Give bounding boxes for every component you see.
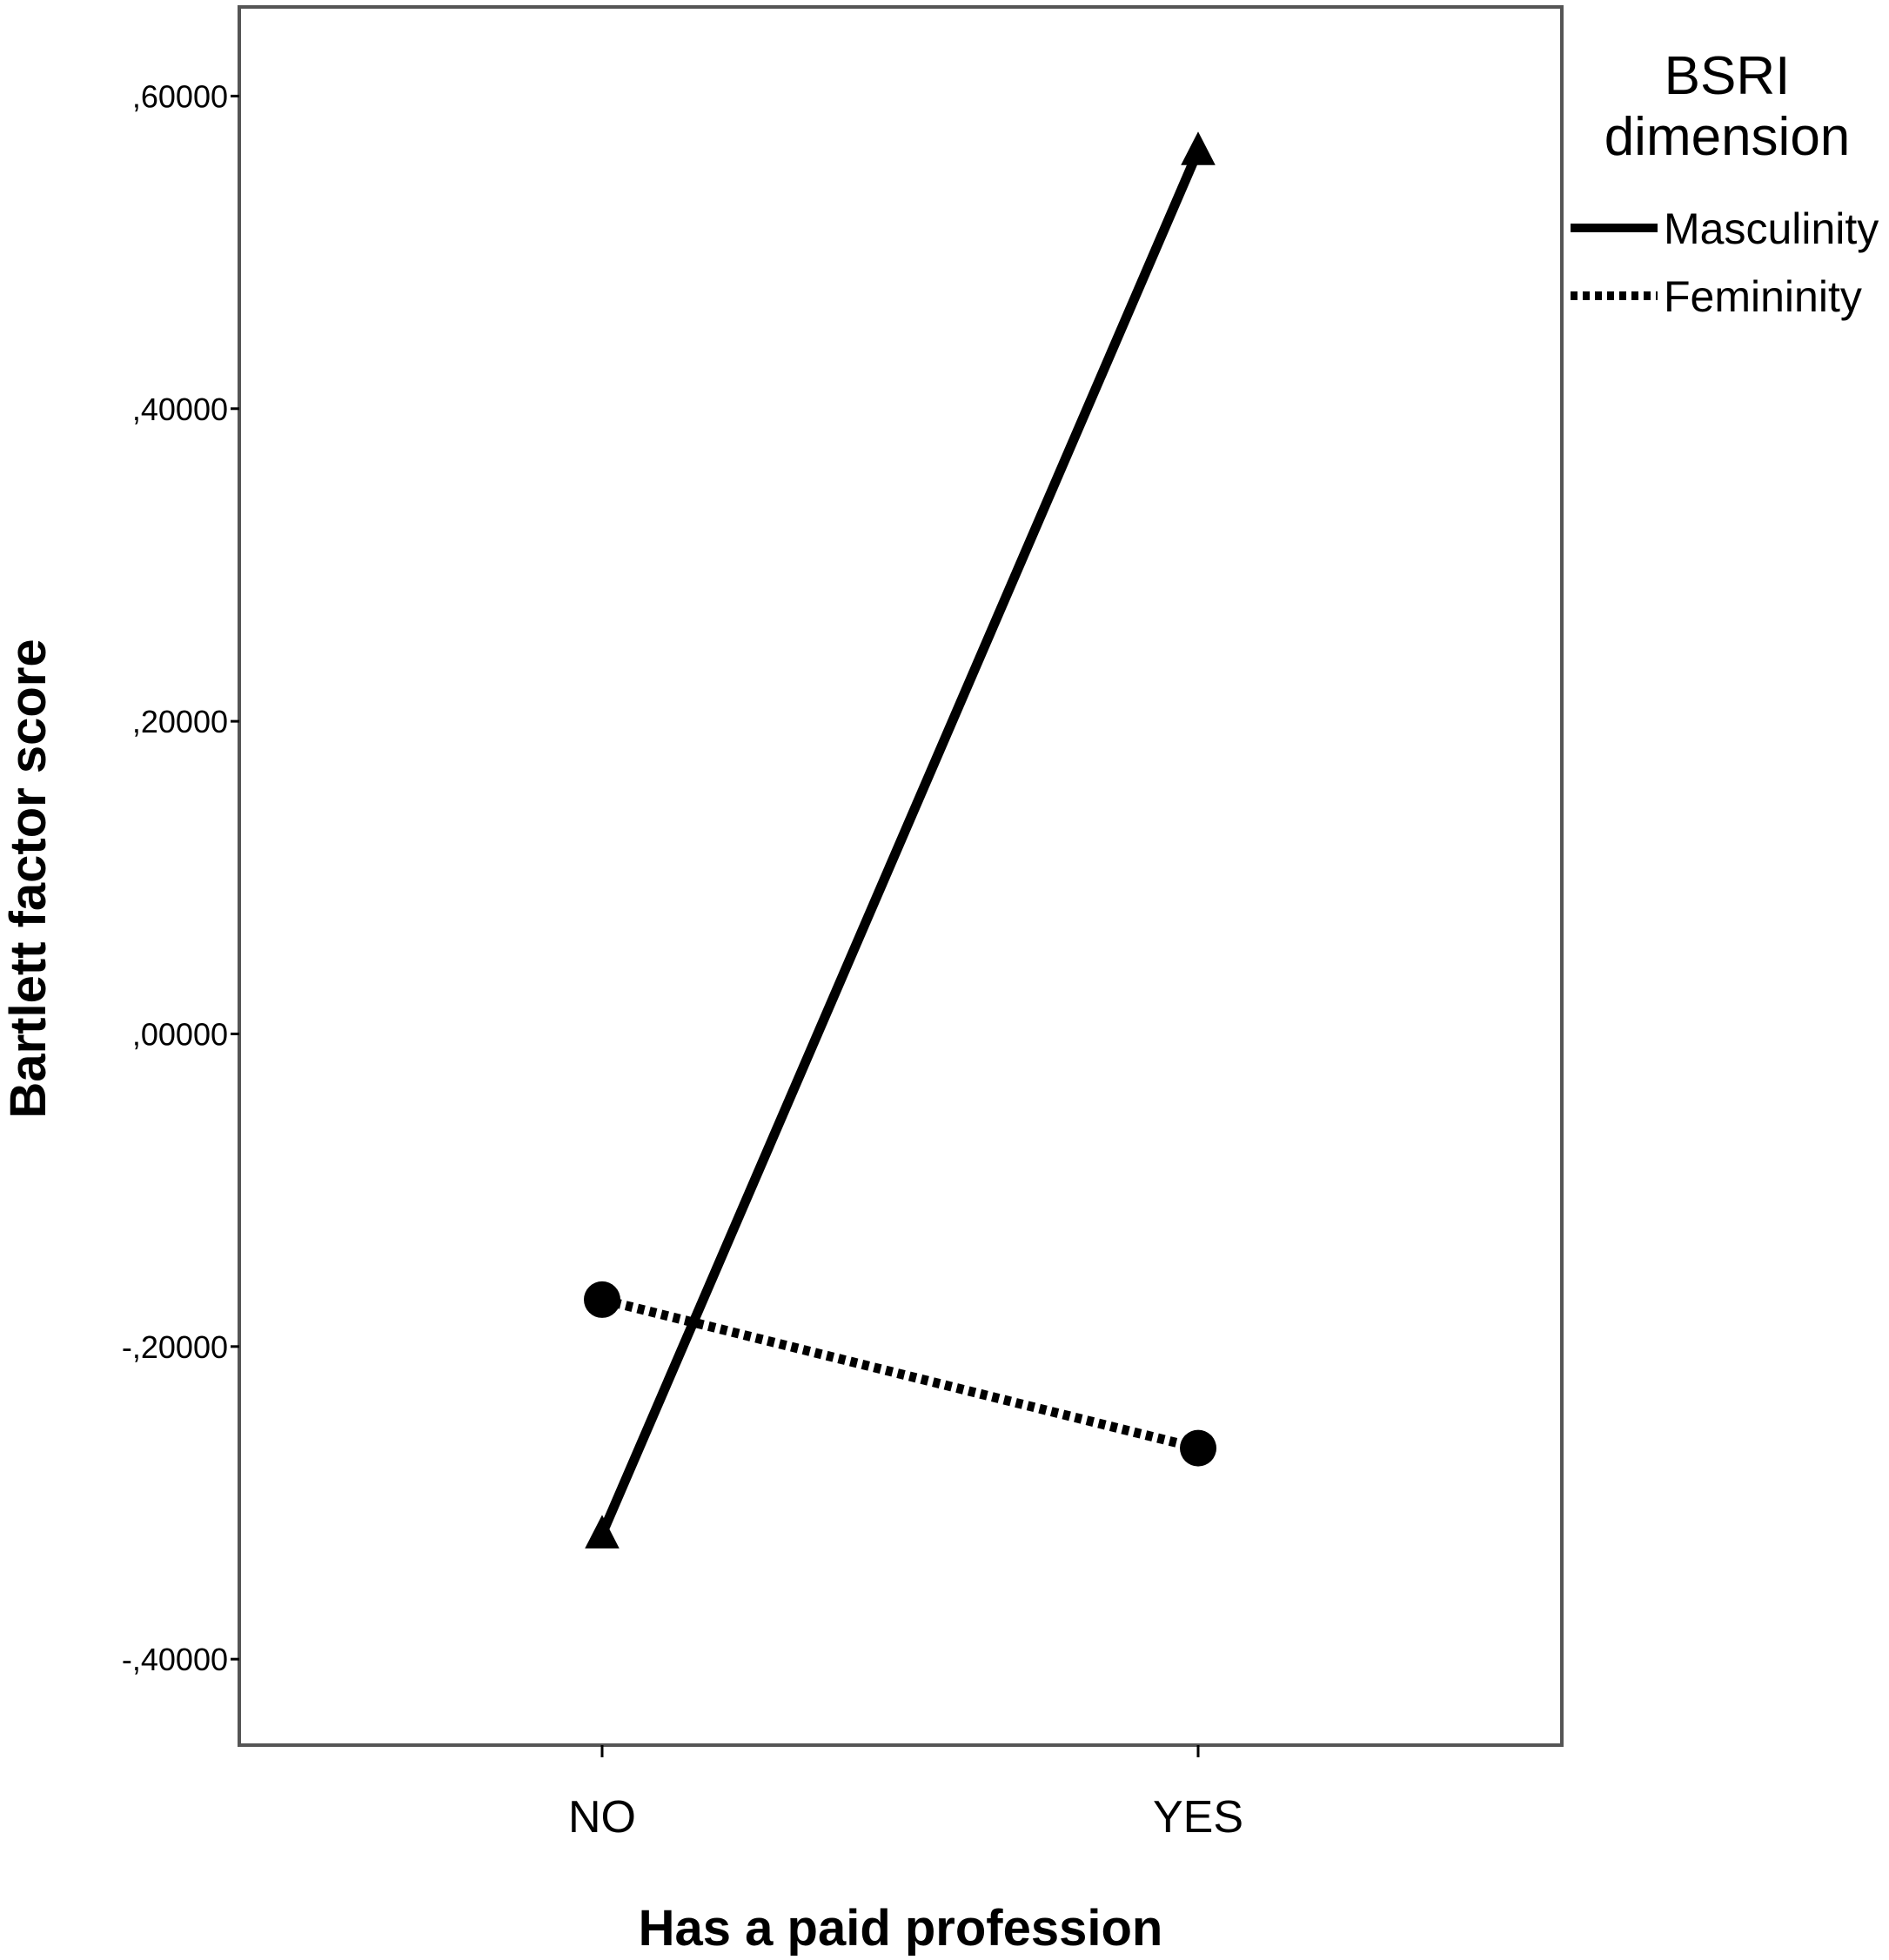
- legend-label-masculinity: Masculinity: [1664, 204, 1879, 253]
- data-point-masculinity: [1181, 131, 1216, 165]
- legend-label-femininity: Femininity: [1664, 272, 1862, 321]
- legend: BSRI dimension Masculinity Femininity: [1571, 46, 1879, 321]
- plot-frame: [238, 5, 1564, 1747]
- y-tick-label: ,20000: [132, 704, 228, 739]
- y-axis: ,60000 ,40000 ,20000 ,00000 -,20000 -,40000: [122, 78, 239, 1677]
- legend-title-line-2: dimension: [1604, 107, 1851, 167]
- series-line-masculinity: [597, 149, 1203, 1536]
- x-tick-label: NO: [568, 1792, 636, 1843]
- y-tick-label: -,20000: [122, 1329, 228, 1365]
- series-layer: [584, 131, 1216, 1549]
- y-axis-title: Bartlett factor score: [0, 639, 57, 1118]
- y-tick-label: ,60000: [132, 78, 228, 114]
- x-tick-label: YES: [1153, 1792, 1243, 1843]
- y-tick-label: ,40000: [132, 391, 228, 427]
- y-tick-label: ,00000: [132, 1016, 228, 1052]
- x-axis-title: Has a paid profession: [639, 1900, 1163, 1957]
- y-tick-label: -,40000: [122, 1642, 228, 1677]
- data-point-femininity: [1180, 1429, 1216, 1467]
- data-point-femininity: [584, 1281, 620, 1318]
- legend-title-line-1: BSRI: [1665, 46, 1791, 106]
- data-point-masculinity: [585, 1515, 620, 1549]
- x-axis: NO YES: [568, 1745, 1243, 1843]
- series-line-femininity: [600, 1294, 1200, 1453]
